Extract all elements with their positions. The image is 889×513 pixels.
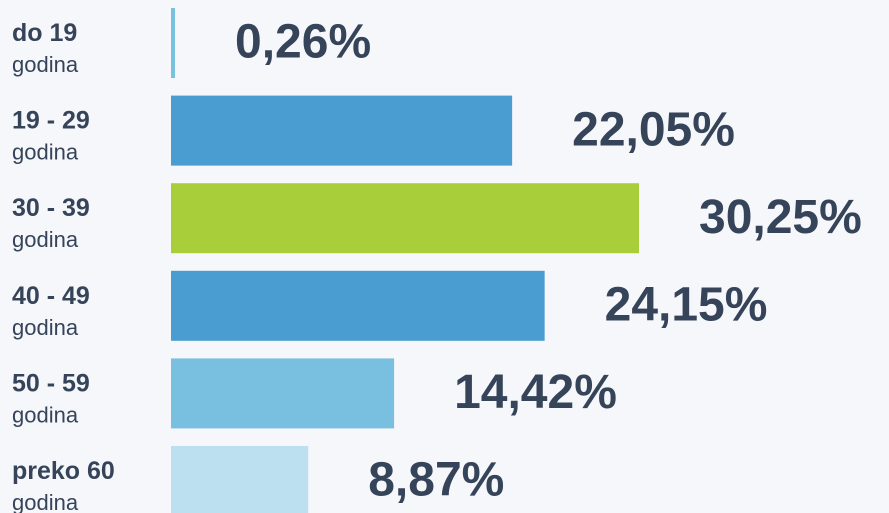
category-label: 30 - 39 [12,194,90,222]
category-sublabel: godina [12,52,79,77]
category-label: 50 - 59 [12,369,90,397]
category-sublabel: godina [12,140,79,165]
category-sublabel: godina [12,490,79,513]
bar [171,270,545,341]
value-label: 8,87% [368,454,504,507]
value-label: 24,15% [605,278,768,331]
bar [171,446,309,513]
category-label: preko 60 [12,457,115,485]
category-label: do 19 [12,19,77,47]
bar [171,358,395,429]
value-label: 0,26% [235,16,371,69]
bar [171,8,176,78]
value-label: 14,42% [454,366,617,419]
value-label: 30,25% [699,191,862,244]
category-sublabel: godina [12,315,79,340]
category-sublabel: godina [12,402,79,427]
category-label: 40 - 49 [12,282,90,310]
value-label: 22,05% [572,103,735,156]
category-label: 19 - 29 [12,107,90,135]
bar [171,95,513,166]
bar [171,183,639,254]
category-sublabel: godina [12,227,79,252]
